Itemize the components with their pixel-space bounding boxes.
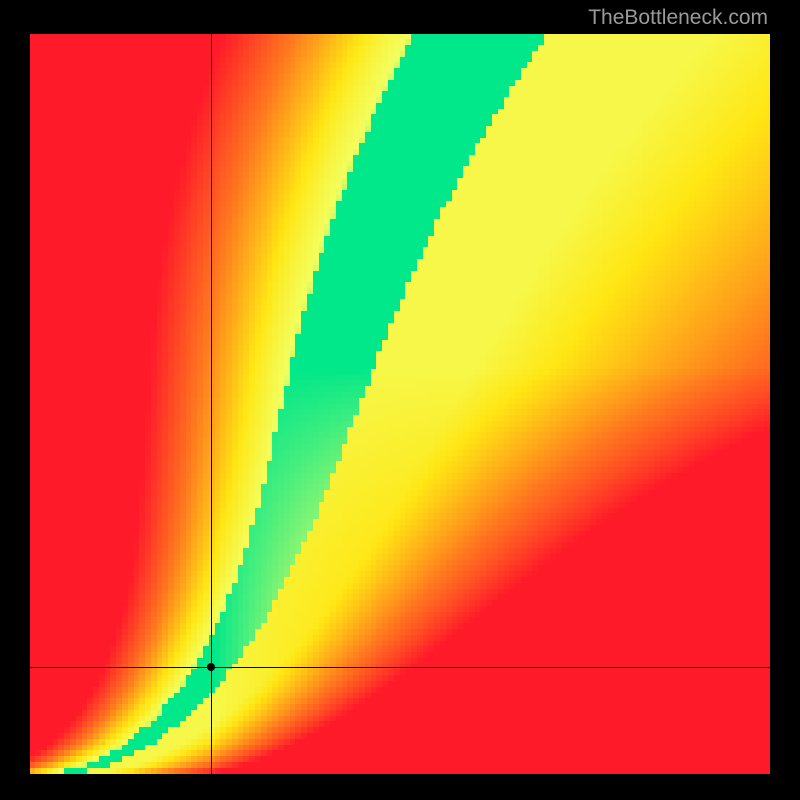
chart-container: TheBottleneck.com (0, 0, 800, 800)
marker-dot (207, 663, 215, 671)
watermark-text: TheBottleneck.com (588, 6, 768, 30)
heatmap-canvas (30, 34, 770, 774)
crosshair-horizontal (30, 667, 770, 668)
heatmap-plot (30, 34, 770, 774)
